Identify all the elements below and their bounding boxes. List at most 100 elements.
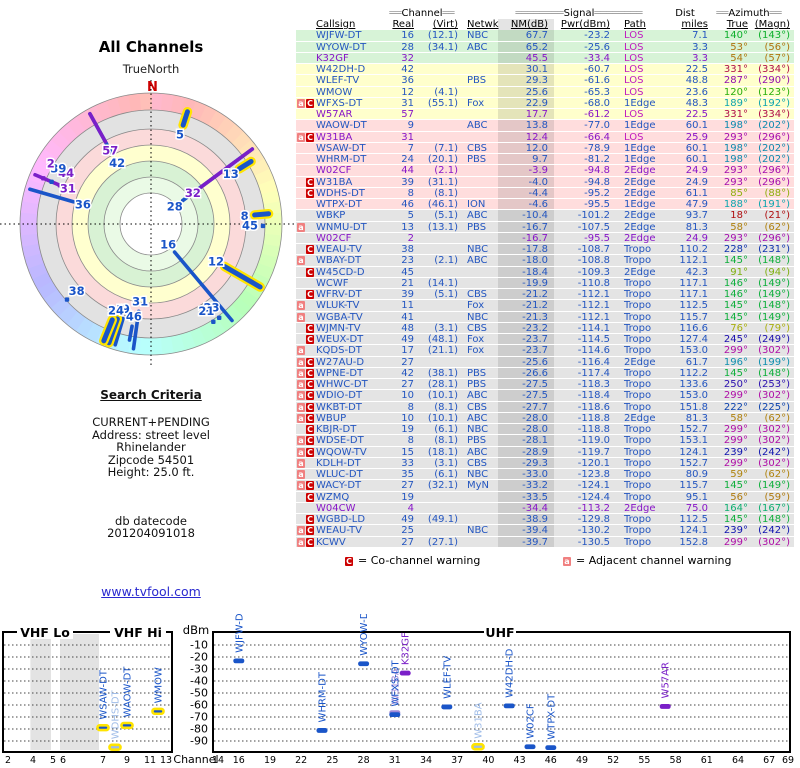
callsign-cell: W57AR	[316, 109, 353, 120]
real-channel-cell: 9	[407, 120, 414, 132]
azimuth-magn-cell: (62°)	[764, 221, 790, 233]
noise-margin-cell: -39.7	[498, 536, 554, 548]
distance-cell: 153.0	[679, 345, 708, 357]
callsign-cell: W02CF	[316, 165, 352, 176]
noise-margin-cell: -3.9	[498, 165, 554, 176]
callsign-cell: K32GF	[316, 52, 349, 63]
virtual-channel-cell: (3.1)	[434, 457, 458, 469]
compass-rim-segment	[84, 322, 103, 343]
real-channel-cell: 31	[401, 97, 414, 109]
distance-cell: 117.1	[679, 289, 708, 300]
table-row: C WZMQ 19 -33.5 -124.4 Tropo 95.1 56° (59°)	[296, 491, 794, 503]
adjacent-channel-warning-icon: a	[297, 458, 305, 468]
signal-line	[33, 172, 61, 187]
path-cell: LOS	[624, 64, 644, 75]
co-channel-warning-icon: C	[306, 402, 314, 412]
signal-channel-label: 57	[102, 143, 118, 157]
spectrum-gap-band	[60, 634, 99, 750]
signal-channel-label: 8	[241, 209, 249, 223]
channel-tick-label: 7	[100, 755, 106, 766]
azimuth-magn-cell: (253°)	[758, 379, 790, 390]
signal-channel-label: 38	[69, 284, 85, 298]
callsign-cell: WLEF-TV	[316, 75, 360, 86]
azimuth-magn-cell: (191°)	[758, 199, 790, 210]
table-row: C WEUX-DT 49 (48.1) Fox -23.7 -114.5 Tropo 127.4…	[296, 334, 794, 346]
compass-rim-segment	[24, 252, 44, 269]
signal-callsign-label: W31BA	[474, 702, 485, 738]
col-header: Real	[392, 19, 414, 30]
network-cell	[458, 278, 498, 288]
signal-channel-label: 39	[50, 161, 66, 175]
site-link-wrap: www.tvfool.com	[0, 584, 302, 599]
co-channel-icon: C	[345, 556, 353, 566]
compass-rim-segment	[261, 190, 281, 206]
real-channel-cell: 27	[401, 356, 414, 368]
azimuth-magn-cell: (88°)	[764, 187, 790, 199]
co-channel-warning-icon: C	[306, 526, 314, 536]
table-row: a C WPNE-DT 42 (38.1) PBS -26.6 -117.4 Tropo 112.…	[296, 367, 794, 379]
azimuth-true-cell: 188°	[723, 199, 748, 210]
power-cell: -112.1	[577, 289, 610, 300]
noise-margin-cell: -19.9	[498, 277, 554, 289]
table-row: a C WHWC-DT 27 (28.1) PBS -27.5 -118.3 Tropo 133.…	[296, 379, 794, 391]
distance-cell: 93.7	[685, 210, 708, 222]
frequency-charts: -10-20-30-40-50-60-70-80-90 VHF Lo VHF Hi U…	[2, 614, 794, 766]
path-cell: Tropo	[624, 334, 652, 345]
real-channel-cell: 27	[401, 379, 414, 390]
callsign-cell: WHRM-DT	[316, 154, 367, 165]
virtual-channel-cell: (28.1)	[427, 379, 458, 390]
azimuth-magn-cell: (231°)	[758, 244, 790, 255]
signal-line	[113, 316, 125, 347]
callsign-cell: W31BA	[316, 131, 353, 142]
signal-dot	[211, 319, 216, 325]
table-row: a KQDS-DT 17 (21.1) Fox -23.7 -114.6 Tropo 153.0…	[296, 345, 794, 357]
azimuth-magn-cell: (94°)	[764, 266, 790, 278]
signal-marker	[503, 703, 515, 709]
power-cell: -61.6	[584, 75, 610, 87]
compass-rim-segment	[75, 110, 95, 131]
path-cell: LOS	[624, 30, 644, 42]
azimuth-magn-cell: (149°)	[758, 311, 790, 323]
table-row: a WLUC-DT 35 (6.1) NBC -33.0 -123.8 Tropo 80.9 59…	[296, 469, 794, 481]
col-header: miles	[681, 19, 708, 30]
virtual-channel-cell	[414, 120, 458, 130]
real-channel-cell: 36	[401, 75, 414, 87]
signal-callsign-label: K32GF	[401, 632, 412, 665]
path-cell: 2Edge	[624, 232, 656, 244]
path-cell: LOS	[624, 52, 644, 64]
callsign-cell: WBKP	[316, 210, 346, 221]
azimuth-magn-cell: (62°)	[764, 412, 790, 424]
network-cell: PBS	[467, 367, 487, 379]
network-cell	[458, 514, 498, 524]
azimuth-true-cell: 239°	[723, 446, 748, 458]
azimuth-true-cell: 287°	[723, 75, 748, 87]
signal-dot	[49, 179, 54, 185]
callsign-cell: WFXS-DT	[316, 97, 363, 108]
callsign-cell: WGBD-LD	[316, 514, 366, 525]
band-title: VHF Lo	[20, 625, 70, 640]
db-datecode-label: db datecode	[115, 513, 187, 528]
power-cell: -114.1	[577, 322, 610, 334]
noise-margin-cell: -16.7	[498, 232, 554, 244]
adjacent-channel-warning-icon: a	[297, 312, 305, 322]
adjacent-channel-warning-icon: a	[297, 368, 305, 378]
compass-rim-segment	[138, 337, 152, 355]
network-cell	[458, 87, 498, 97]
noise-margin-cell: 45.5	[498, 52, 554, 64]
path-cell: LOS	[624, 41, 644, 53]
compass-rim-segment	[43, 288, 64, 309]
distance-cell: 81.3	[685, 221, 708, 233]
path-cell: Tropo	[624, 379, 652, 390]
power-cell: -124.1	[577, 480, 610, 492]
signal-callsign-label: WDHS-DT	[111, 689, 122, 739]
distance-cell: 75.0	[685, 502, 708, 514]
noise-margin-cell: -38.9	[498, 514, 554, 525]
virtual-channel-cell: (21.1)	[427, 345, 458, 357]
azimuth-magn-cell: (202°)	[758, 154, 790, 165]
tvfool-link[interactable]: www.tvfool.com	[101, 584, 201, 599]
power-cell: -118.3	[577, 379, 610, 390]
signal-callsign-label: WTPX-DT	[546, 693, 557, 740]
virtual-channel-cell	[414, 503, 458, 513]
azimuth-magn-cell: (56°)	[764, 41, 790, 53]
signal-marker	[108, 743, 122, 751]
